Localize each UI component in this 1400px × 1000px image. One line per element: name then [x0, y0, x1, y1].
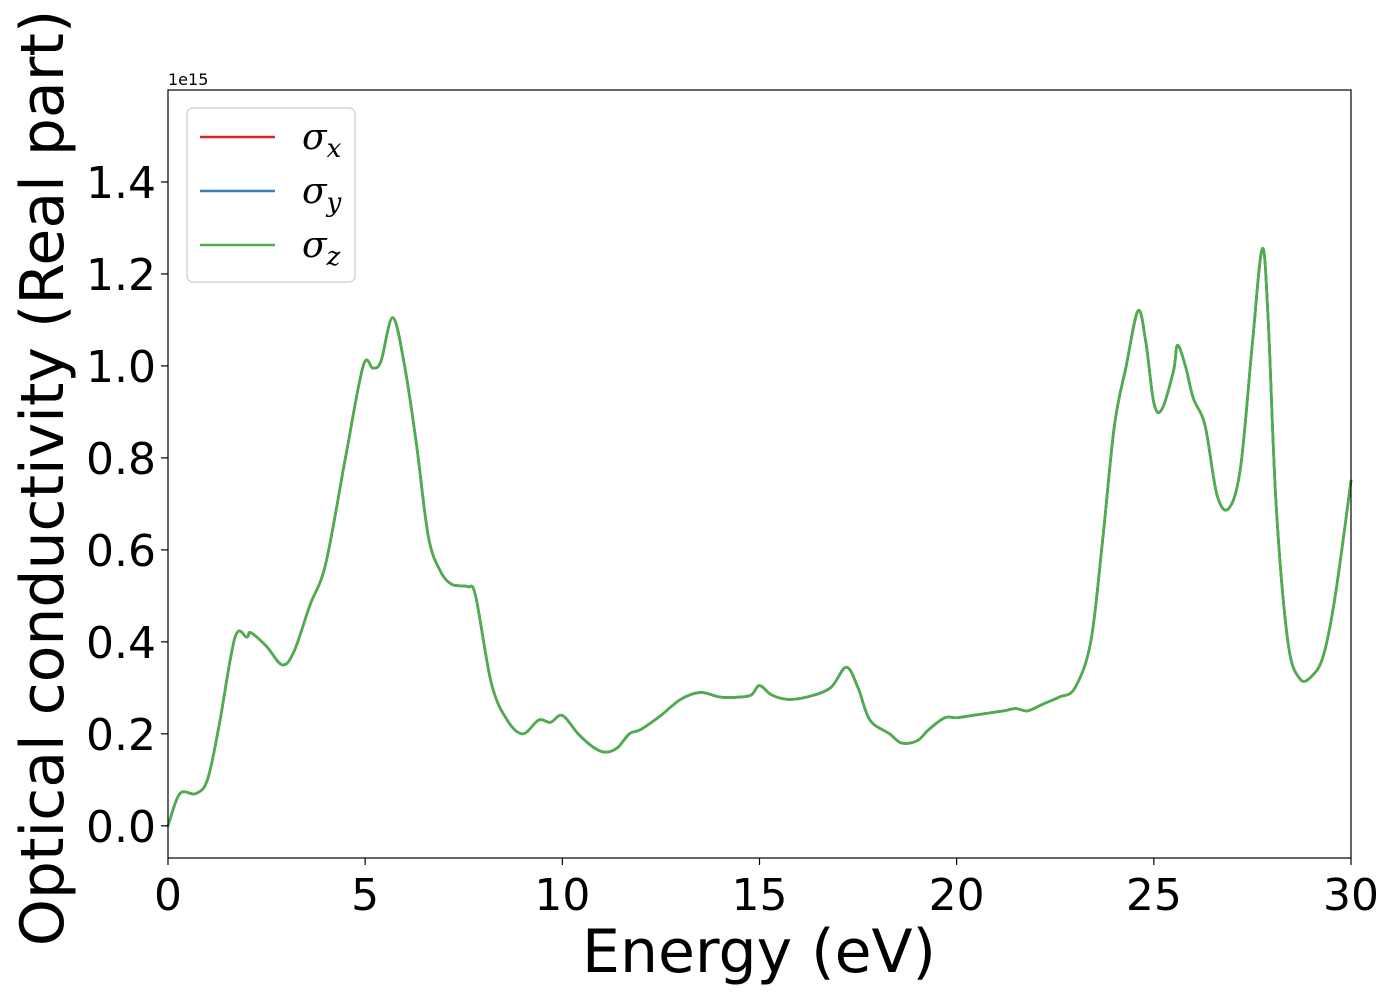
series-layer	[166, 247, 1353, 828]
y-offset-label: 1e15	[168, 70, 208, 89]
y-axis: 0.0 0.2 0.4 0.6 0.8 1.0 1.2 1.4	[86, 158, 168, 853]
x-axis-label: Energy (eV)	[582, 917, 936, 987]
x-tick-label: 25	[1126, 870, 1182, 921]
x-tick-label: 15	[732, 870, 788, 921]
x-tick-label: 20	[929, 870, 985, 921]
legend: σx σy σz	[186, 107, 356, 283]
y-axis-label: Optical conductivity (Real part)	[8, 10, 78, 947]
y-tick-label: 0.2	[86, 710, 156, 761]
y-tick-label: 1.2	[86, 250, 156, 301]
y-tick-label: 0.0	[86, 802, 156, 853]
x-axis: 0 5 10 15 20 25 30	[154, 858, 1379, 921]
legend-box	[186, 107, 356, 283]
y-tick-label: 1.0	[86, 342, 156, 393]
y-tick-label: 0.8	[86, 434, 156, 485]
x-tick-label: 0	[154, 870, 182, 921]
legend-label-sigma-x: σx	[302, 117, 342, 164]
y-tick-label: 1.4	[86, 158, 156, 209]
x-tick-label: 5	[351, 870, 379, 921]
y-tick-label: 0.6	[86, 526, 156, 577]
x-tick-label: 30	[1323, 870, 1379, 921]
legend-label-sigma-z: σz	[302, 225, 341, 272]
series-line-sigma-z	[166, 247, 1353, 828]
legend-entries: σx σy σz	[200, 117, 342, 272]
y-tick-label: 0.4	[86, 618, 156, 669]
legend-label-sigma-y: σy	[302, 171, 342, 218]
x-tick-label: 10	[534, 870, 590, 921]
